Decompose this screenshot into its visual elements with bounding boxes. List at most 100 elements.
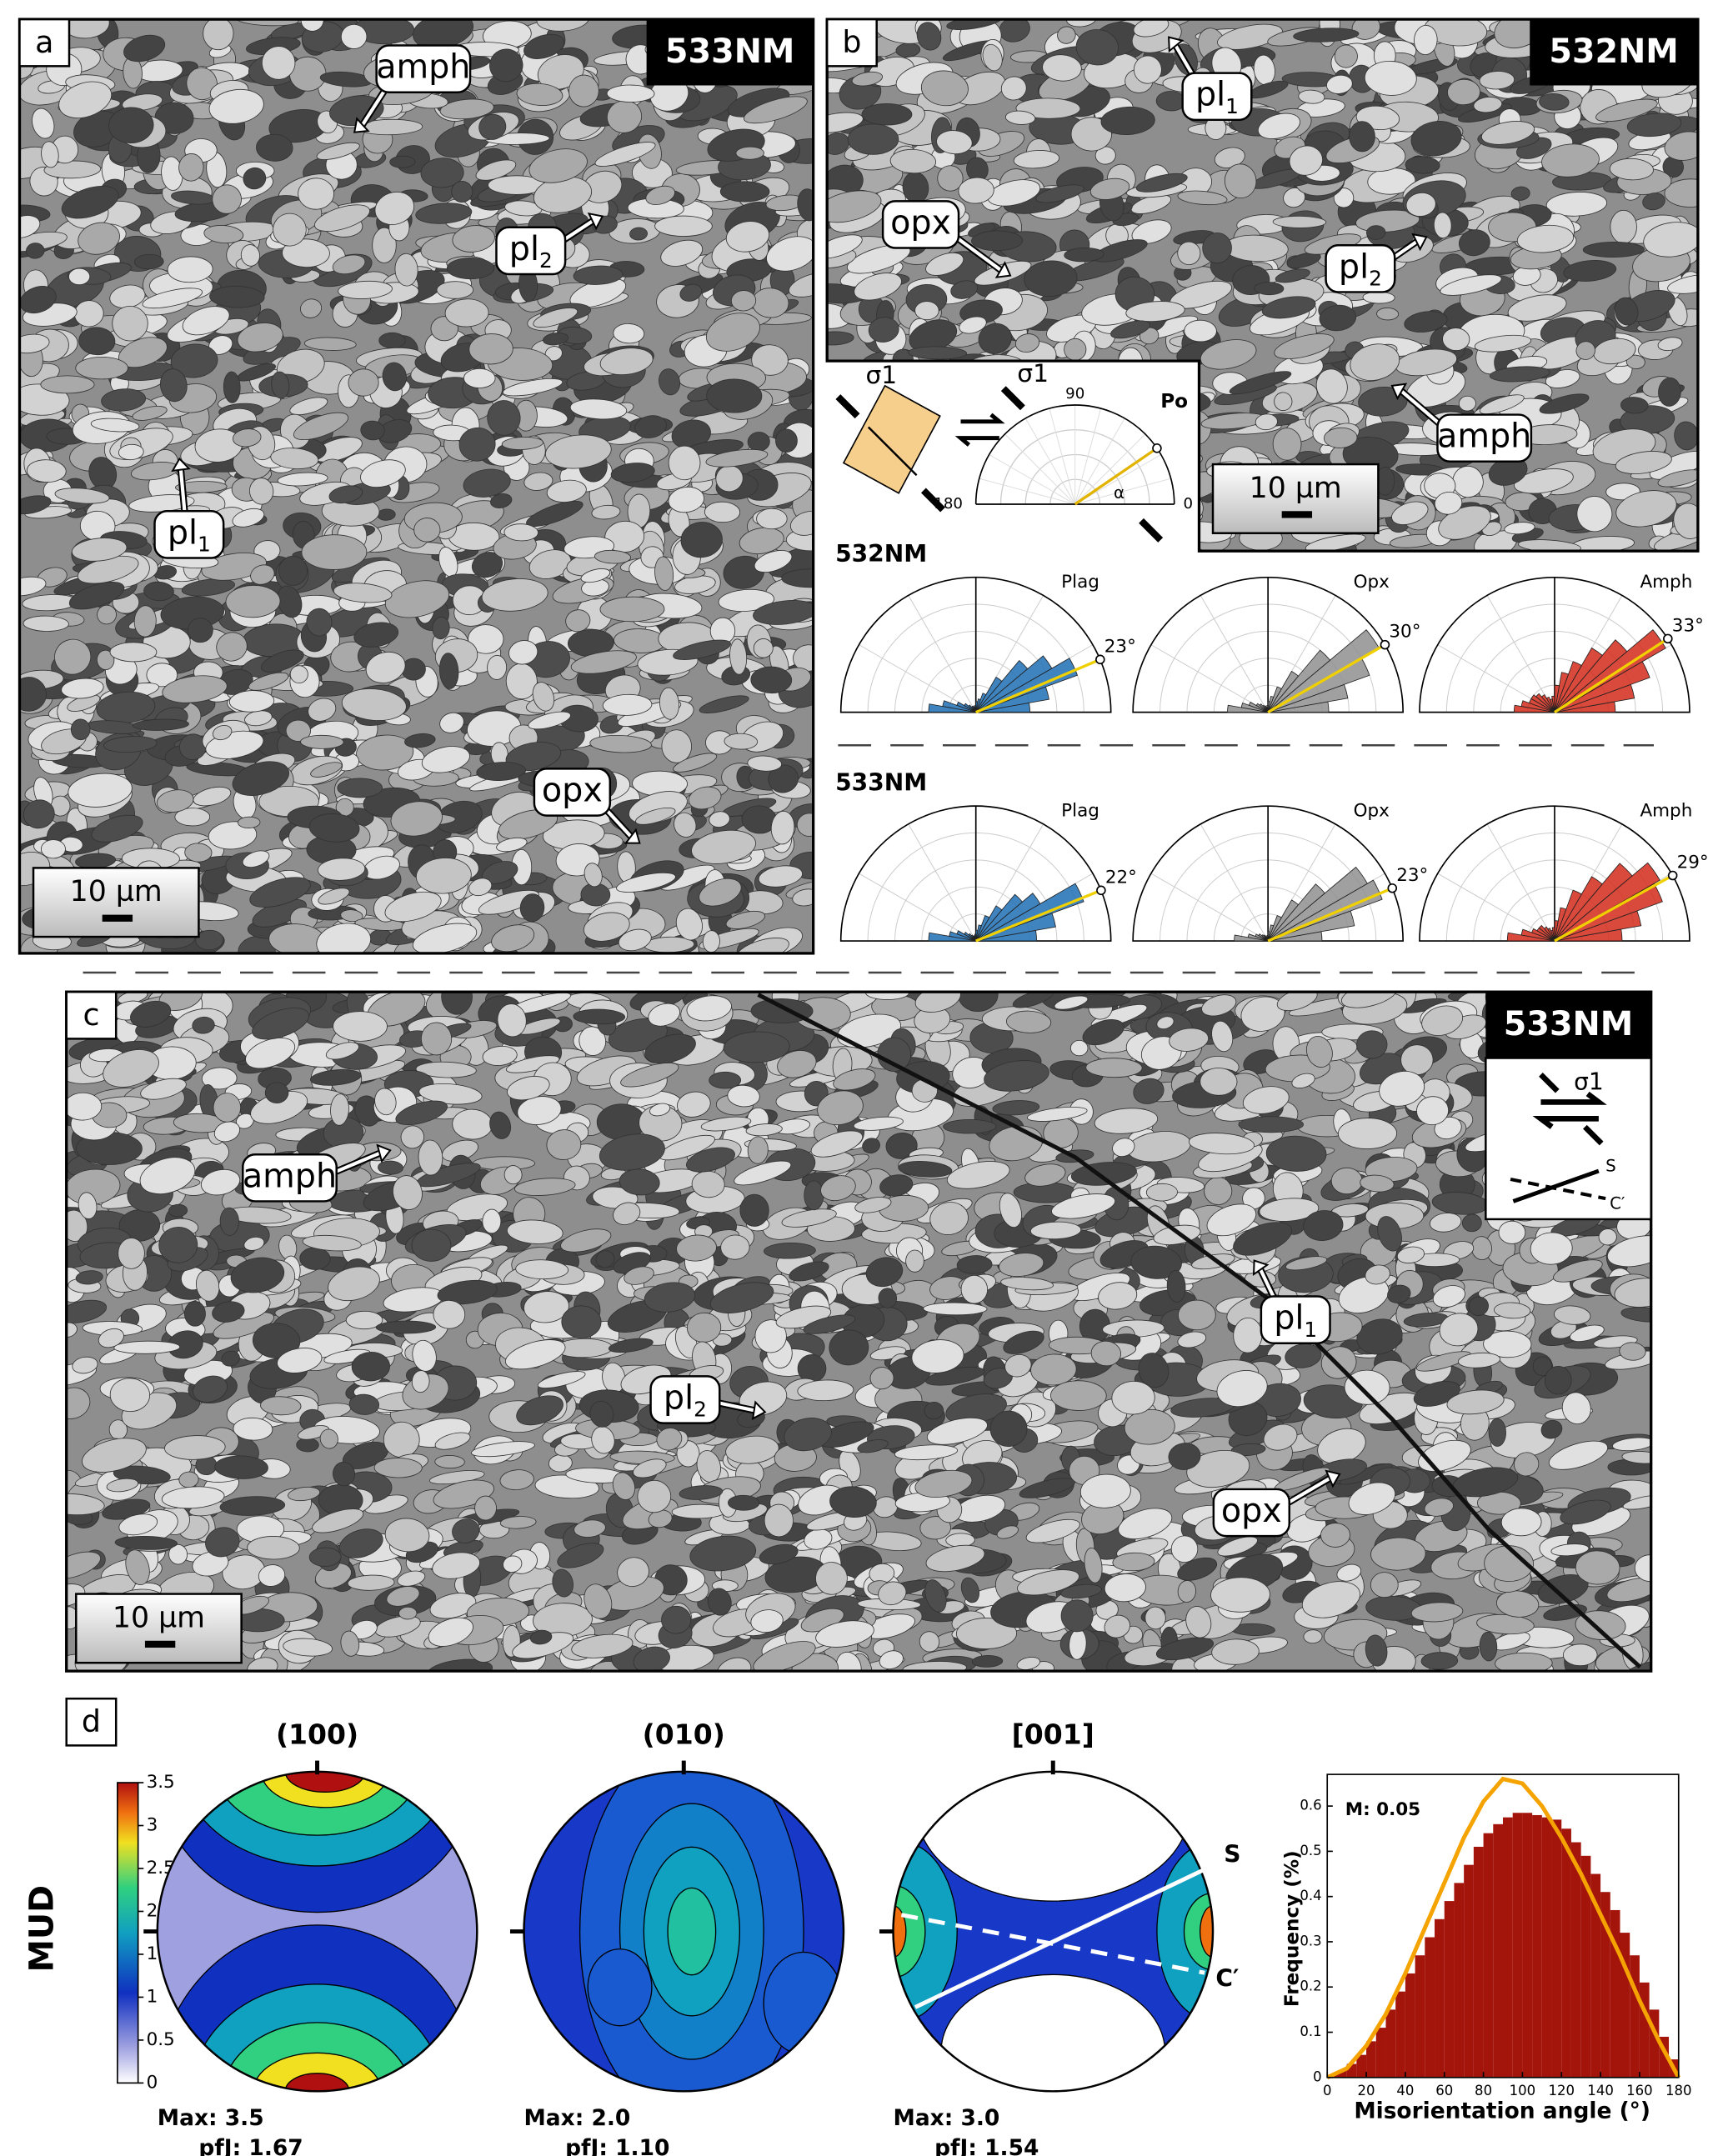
rose-grid <box>1200 823 1269 942</box>
grain <box>1148 509 1203 531</box>
mineral-name: pl <box>168 513 198 552</box>
mineral-subscript: 1 <box>198 533 211 557</box>
grain <box>699 695 749 713</box>
grain <box>348 368 379 397</box>
grain <box>989 1410 1028 1448</box>
grain <box>954 367 989 381</box>
grain <box>436 281 474 299</box>
grain <box>300 734 344 749</box>
colorbar <box>117 1782 139 2084</box>
colorbar-tick-label: 0.5 <box>147 2029 175 2050</box>
mineral-name: opx <box>542 771 603 809</box>
scale-bar-label: 10 µm <box>1250 472 1342 505</box>
mineral-subscript: 1 <box>1225 94 1239 118</box>
grain <box>1094 444 1126 468</box>
rose-mineral: Opx <box>1354 801 1390 822</box>
grain <box>1004 458 1049 481</box>
grain <box>1330 1167 1363 1195</box>
grain <box>1610 209 1637 244</box>
colorbar-title: MUD <box>23 1885 62 1973</box>
grain <box>914 301 939 321</box>
inset-s-label: S <box>1605 1157 1616 1176</box>
rose-mineral: Amph <box>1640 801 1692 822</box>
rose-grid <box>908 823 977 942</box>
grain <box>528 549 572 579</box>
grain <box>949 523 1006 540</box>
polar-grid <box>1004 433 1076 505</box>
mineral-label: amph <box>1437 417 1531 455</box>
polar-grid <box>1074 433 1146 505</box>
polar-grid <box>1024 418 1076 505</box>
polar-grid <box>1049 408 1076 505</box>
grain <box>316 142 360 160</box>
rose-mineral: Opx <box>1354 572 1390 593</box>
sample-tag: 533NM <box>1504 1005 1633 1043</box>
scale-bar <box>102 914 133 922</box>
grain <box>504 200 543 217</box>
grain <box>1366 225 1386 240</box>
grain <box>463 368 496 388</box>
grain <box>1362 291 1395 304</box>
grain <box>1337 1118 1398 1149</box>
grain <box>1376 308 1400 321</box>
grain <box>1458 395 1476 412</box>
mean-point <box>1380 639 1390 650</box>
shear-sense <box>954 413 1005 447</box>
grain <box>1356 1030 1388 1059</box>
grain <box>654 215 713 237</box>
grain <box>943 1118 997 1134</box>
grain <box>75 356 128 380</box>
grain <box>869 513 915 532</box>
micrograph <box>66 992 1651 1672</box>
mean-label: 23° <box>1104 636 1136 657</box>
grain <box>1145 1183 1178 1202</box>
grain <box>709 1071 742 1089</box>
grain <box>1272 215 1327 228</box>
grain <box>1562 1643 1598 1667</box>
panel-letter: d <box>82 1703 101 1739</box>
grain <box>1238 1116 1305 1133</box>
grain <box>1370 1572 1399 1598</box>
grain <box>989 498 1030 517</box>
polar-grid <box>989 454 1075 505</box>
grain <box>1081 508 1111 533</box>
grain <box>308 1547 342 1567</box>
grain <box>764 1503 794 1538</box>
grain <box>974 453 1013 474</box>
sigma-label: σ1 <box>1017 359 1049 388</box>
rose-grid <box>1200 595 1269 713</box>
mean-label: 30° <box>1389 622 1420 643</box>
grain <box>914 455 958 477</box>
inset-sigma: σ1 <box>1574 1068 1604 1095</box>
mineral-label: amph <box>376 48 470 86</box>
mean-label: 29° <box>1677 853 1709 873</box>
mineral-name: pl <box>664 1378 694 1417</box>
grain <box>398 1606 418 1620</box>
grain <box>1050 1380 1107 1411</box>
sigma-label: σ1 <box>865 361 897 390</box>
polar-tick-label: 90 <box>1065 385 1084 403</box>
grain <box>1160 531 1196 547</box>
panel-letter: a <box>35 24 53 60</box>
grain <box>923 1302 988 1316</box>
grain <box>146 663 178 688</box>
rose-mineral: Plag <box>1061 801 1099 822</box>
grain <box>843 493 863 528</box>
grain <box>264 1082 289 1103</box>
mean-point <box>1096 885 1106 896</box>
grain <box>1582 242 1645 258</box>
grain <box>727 1494 760 1511</box>
mineral-subscript: 2 <box>539 248 553 273</box>
grain <box>439 712 464 733</box>
grain <box>446 257 495 280</box>
grain <box>1488 1418 1506 1447</box>
grain <box>847 123 899 155</box>
colorbar-tick-label: 0 <box>147 2072 158 2093</box>
mean-point <box>1095 654 1105 665</box>
grain <box>68 268 91 286</box>
grain <box>40 375 95 394</box>
grain <box>378 332 406 349</box>
grain <box>1400 1044 1434 1076</box>
grain <box>989 478 1047 514</box>
